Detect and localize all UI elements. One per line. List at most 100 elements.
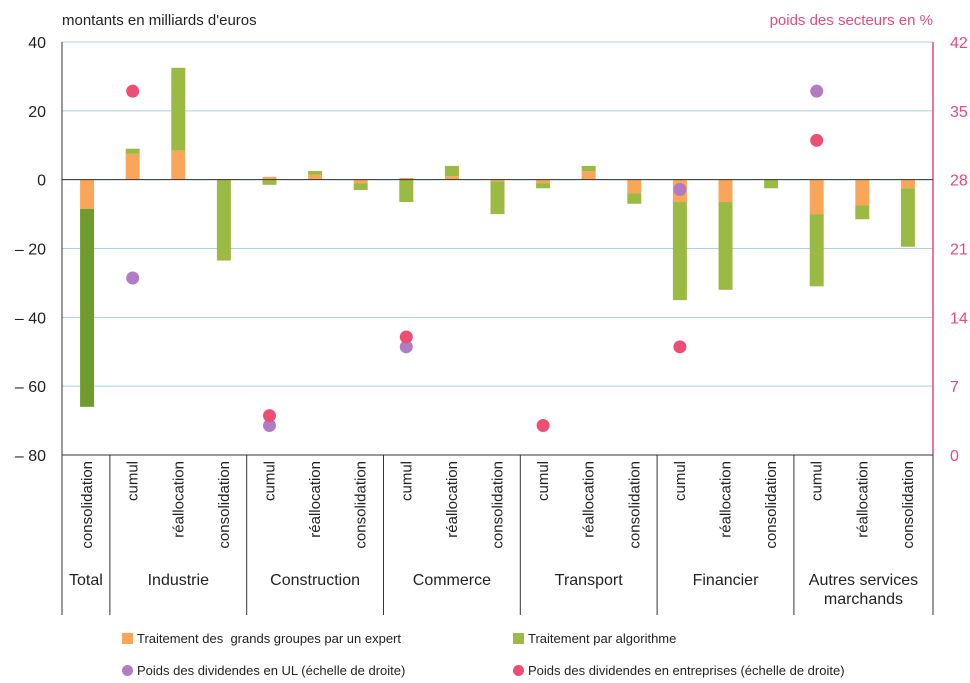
bar-algorithme [809,214,824,287]
y-left-tick-label: – 80 [15,448,46,465]
bar-expert [855,179,870,206]
dot-entreprises [262,409,276,423]
group-label: Autres services marchands [809,572,918,608]
dot-ul [673,183,687,196]
bar-algorithme [125,148,140,154]
bar-algorithme [490,181,505,215]
group-label: Transport [555,572,623,589]
axes [61,42,934,615]
bar-algorithme [308,171,323,175]
bar-algorithme [536,183,551,189]
category-label: cumul [535,461,552,501]
bar-expert [125,153,140,180]
y-right-tick-label: 0 [950,448,959,465]
bar-expert [444,176,459,180]
category-label: réallocation [307,461,324,538]
legend: Traitement des grands groupes par un exp… [122,631,845,678]
y-left-tick-label: 0 [37,173,46,190]
bar-expert [490,179,505,182]
category-label: cumul [672,461,689,501]
category-label: réallocation [718,461,735,538]
bar-algorithme [353,183,368,190]
group-label: Total [69,572,103,589]
bar-expert [809,179,824,215]
y-right-tick-label: 42 [950,35,968,52]
category-label: réallocation [581,461,598,538]
legend-label: Traitement des grands groupes par un exp… [137,631,401,646]
category-label: consolidation [626,461,643,549]
y-left-tick-label: – 60 [15,379,46,396]
bar-expert [308,174,323,180]
category-label: consolidation [490,461,507,549]
bar-expert [581,171,596,180]
category-label: consolidation [79,461,96,549]
y-left-tick-label: 20 [28,104,46,121]
category-label: cumul [125,461,142,501]
bar-algorithme [718,202,733,290]
bar-algorithme [216,179,231,261]
bar-expert [262,176,277,180]
bar-algorithme [80,208,95,407]
category-label: consolidation [353,461,370,549]
dot-entreprises [126,84,140,98]
axis-labels: 40 20 0 – 20 – 40 – 60 – 80 42 35 28 21 14 7 0 montant… [15,12,968,608]
bar-expert [353,179,368,184]
legend-label: Poids des dividendes en entreprises (éch… [528,663,845,678]
bar-expert [718,179,733,203]
legend-swatch [122,665,133,676]
bar-algorithme [581,165,596,172]
dot-entreprises [673,340,687,354]
category-label: cumul [809,461,826,501]
legend-label: Traitement par algorithme [528,631,676,646]
dot-ul [262,419,276,432]
bar-algorithme [171,67,186,151]
group-label: Construction [270,572,360,589]
bar-expert [900,179,915,189]
group-label: Financier [693,572,759,589]
dot-entreprises [536,419,550,432]
bar-algorithme [900,188,915,247]
category-label: cumul [398,461,415,501]
group-label: Commerce [413,572,491,589]
bar-expert [399,177,414,180]
dots [126,84,824,432]
y-right-tick-label: 21 [950,242,968,259]
legend-swatch [513,633,524,644]
y-right-tick-label: 7 [950,379,959,396]
dot-ul [126,271,140,285]
bar-algorithme [855,205,870,220]
dot-entreprises [399,330,413,344]
legend-label: Poids des dividendes en UL (échelle de d… [137,663,405,678]
bar-algorithme [444,165,459,177]
bar-expert [536,179,551,184]
dot-ul [810,84,824,98]
y-right-tick-label: 14 [950,310,968,327]
category-label: consolidation [763,461,780,549]
bar-expert [627,179,642,194]
y-left-tick-label: 40 [28,35,46,52]
group-label: Industrie [148,572,209,589]
category-label: cumul [261,461,278,501]
y-right-tick-label: 28 [950,173,968,190]
bar-algorithme [262,179,277,185]
bar-algorithme [764,179,779,189]
legend-swatch [513,665,524,676]
legend-swatch [122,633,133,644]
category-label: réallocation [170,461,187,538]
category-label: consolidation [216,461,233,549]
bar-expert [80,179,95,209]
y-left-tick-label: – 40 [15,310,46,327]
dot-entreprises [810,133,824,147]
y-left-tick-label: – 20 [15,242,46,259]
dot-ul [399,340,413,354]
bar-algorithme [627,193,642,204]
right-axis-title: poids des secteurs en % [770,12,933,29]
bars [80,67,915,407]
y-right-tick-label: 35 [950,104,968,121]
left-axis-title: montants en milliards d'euros [62,12,257,29]
category-label: réallocation [854,461,871,538]
bar-expert [171,150,186,180]
category-label: réallocation [444,461,461,538]
bar-algorithme [399,179,414,203]
